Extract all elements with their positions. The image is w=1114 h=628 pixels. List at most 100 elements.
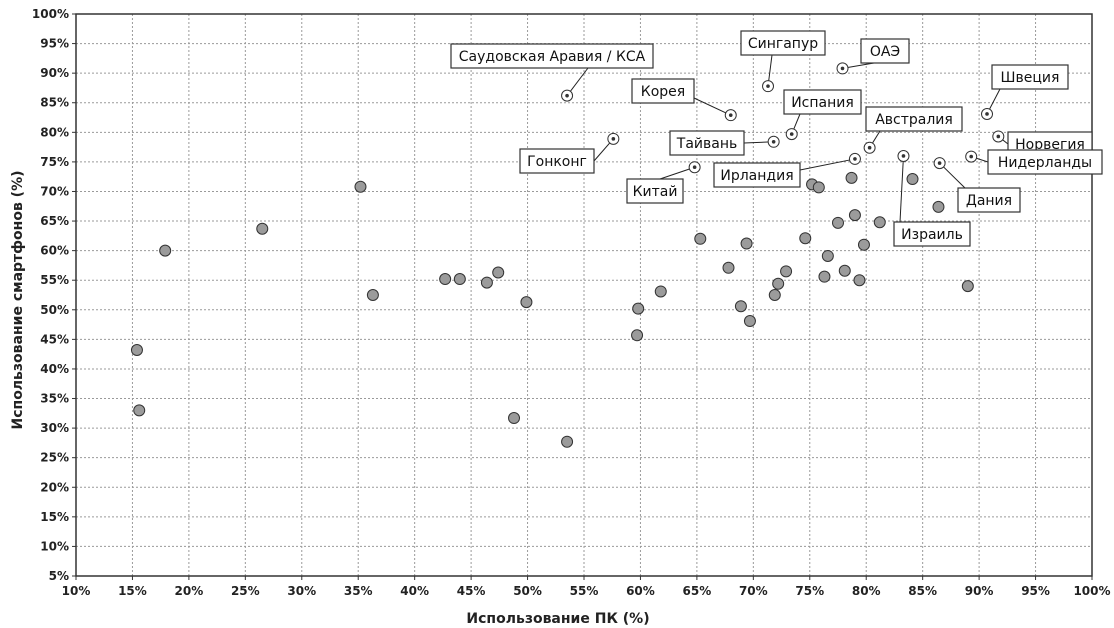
annotation-label: Швеция: [1001, 70, 1060, 86]
annotated-point-dot: [867, 145, 872, 150]
annotation-label: Австралия: [875, 112, 953, 128]
y-tick-label: 85%: [40, 96, 69, 110]
y-tick-label: 45%: [40, 332, 69, 346]
x-tick-label: 80%: [852, 584, 881, 598]
y-tick-label: 60%: [40, 244, 69, 258]
y-tick-label: 95%: [40, 37, 69, 51]
annotation-label-box: [893, 221, 971, 247]
x-tick-label: 90%: [965, 584, 994, 598]
data-point: [812, 181, 825, 194]
data-point: [453, 273, 466, 286]
annotation: Гонконг: [519, 132, 620, 174]
data-point: [561, 435, 574, 448]
annotation-leader-line: [899, 155, 904, 223]
annotation: Швеция: [981, 64, 1069, 120]
x-tick-label: 85%: [908, 584, 937, 598]
annotation-label-box: [865, 106, 963, 132]
data-point: [821, 249, 834, 262]
annotation-label: Израиль: [901, 227, 963, 243]
annotation-label-box: [783, 89, 862, 115]
y-tick-label: 55%: [40, 273, 69, 287]
data-point: [722, 261, 735, 274]
annotation: Корея: [631, 78, 737, 122]
annotated-point-dot: [996, 134, 1001, 139]
annotation-label: Норвегия: [1015, 137, 1085, 153]
annotation-label-box: [631, 78, 695, 104]
x-tick-label: 35%: [344, 584, 373, 598]
annotated-point-dot: [901, 154, 906, 158]
data-point: [857, 238, 870, 251]
annotation: Нидерланды: [965, 149, 1103, 175]
annotation-label: Ирландия: [720, 168, 793, 184]
data-point: [832, 216, 844, 229]
y-tick-label: 15%: [40, 510, 69, 524]
annotation-label: Корея: [641, 84, 685, 100]
annotation-label-box: [987, 149, 1103, 175]
y-tick-label: 25%: [40, 451, 69, 465]
data-point: [734, 300, 747, 313]
y-tick-label: 40%: [40, 362, 69, 376]
data-point: [492, 266, 505, 279]
y-tick-label: 20%: [40, 480, 69, 494]
y-tick-label: 35%: [40, 392, 69, 406]
annotation-label-box: [860, 38, 910, 64]
x-tick-label: 20%: [175, 584, 204, 598]
x-tick-label: 25%: [231, 584, 260, 598]
data-point: [873, 216, 886, 229]
grid-lines: [75, 13, 1093, 577]
y-tick-label: 100%: [32, 7, 69, 21]
y-tick-label: 75%: [40, 155, 69, 169]
data-point: [256, 222, 269, 235]
data-point: [480, 276, 493, 289]
y-tick-label: 5%: [49, 569, 69, 583]
y-tick-label: 90%: [40, 66, 69, 80]
annotation-leader-line: [659, 166, 695, 180]
annotation-label-box: [626, 178, 684, 204]
data-point: [520, 296, 533, 309]
data-point: [845, 171, 858, 184]
data-point: [740, 237, 753, 250]
annotation-label: ОАЭ: [870, 44, 900, 60]
annotation-label: Дания: [966, 193, 1012, 209]
annotation-label: Саудовская Аравия / КСА: [459, 49, 646, 65]
x-axis-label: Использование ПК (%): [466, 611, 649, 627]
data-point: [631, 329, 644, 342]
x-tick-label: 65%: [683, 584, 712, 598]
annotated-point-dot: [969, 154, 974, 159]
data-point: [632, 302, 645, 315]
data-point: [743, 315, 756, 328]
data-point: [932, 200, 945, 213]
y-tick-label: 30%: [40, 421, 69, 435]
annotation: Испания: [783, 89, 862, 141]
annotated-point-dot: [985, 112, 989, 116]
x-tick-label: 70%: [739, 584, 768, 598]
x-tick-label: 55%: [570, 584, 599, 598]
data-point: [133, 404, 146, 417]
annotation-label: Испания: [791, 95, 854, 111]
x-tick-label: 15%: [118, 584, 147, 598]
data-point: [799, 232, 812, 245]
annotation: ОАЭ: [836, 38, 910, 75]
data-point: [772, 277, 785, 290]
annotated-point-dot: [692, 165, 697, 170]
y-axis-label: Использование смартфонов (%): [10, 170, 26, 429]
annotation: Сингапур: [740, 30, 826, 93]
annotation: Саудовская Аравия / КСА: [450, 43, 654, 102]
x-tick-label: 100%: [1073, 584, 1110, 598]
annotated-point-dot: [937, 161, 942, 165]
data-point: [848, 209, 861, 222]
data-point: [159, 244, 172, 257]
annotated-point-dot: [771, 139, 776, 144]
annotated-point-dot: [611, 137, 616, 141]
x-tick-label: 30%: [287, 584, 316, 598]
data-point: [906, 173, 919, 186]
annotation-label: Гонконг: [527, 154, 587, 170]
data-point: [694, 232, 707, 245]
x-tick-label: 40%: [400, 584, 429, 598]
annotation-label-box: [450, 43, 654, 69]
annotation-leader-line: [799, 158, 856, 171]
annotation: Австралия: [863, 106, 963, 154]
annotation-leader-line: [693, 97, 731, 116]
annotated-point-dot: [565, 93, 569, 98]
